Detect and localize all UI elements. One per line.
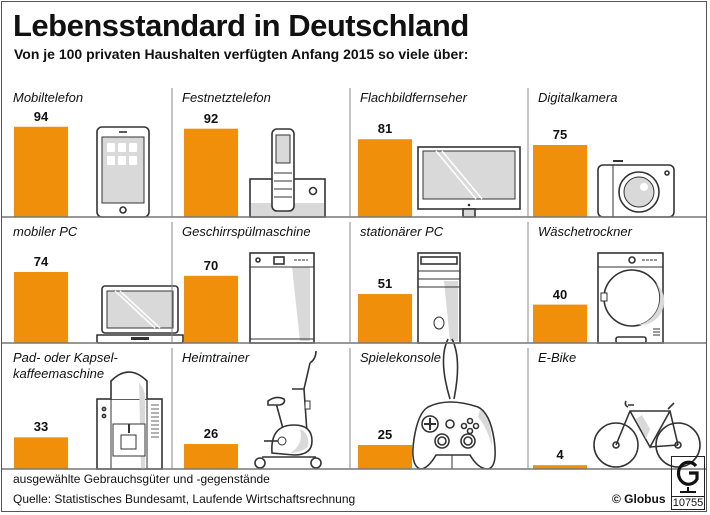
logo-number: 10755 [672, 496, 704, 509]
value-label: 51 [377, 276, 393, 292]
bar [358, 294, 412, 343]
panel-label: Mobiltelefon [13, 90, 84, 105]
panel-0 [14, 126, 150, 218]
panel-label: Wäschetrockner [538, 224, 632, 239]
bar [358, 445, 412, 469]
bar [533, 145, 587, 217]
laptop-icon [96, 285, 184, 344]
panel-label: Geschirrspülmaschine [182, 224, 311, 239]
value-label: 4 [556, 447, 564, 463]
footer-note: ausgewählte Gebrauchsgüter und -gegenstä… [13, 472, 270, 486]
smartphone-icon [96, 126, 150, 218]
panel-6 [358, 252, 461, 344]
bar [358, 139, 412, 217]
credit-text: © Globus [612, 492, 666, 506]
panel-label: Festnetztelefon [182, 90, 271, 105]
dishwasher-icon [249, 252, 315, 344]
dryer-icon [597, 252, 665, 344]
source-text: Quelle: Statistisches Bundesamt, Laufend… [13, 492, 356, 506]
panel-label: stationärer PC [360, 224, 444, 239]
value-label: 33 [33, 419, 49, 435]
flatscreen-tv-icon [417, 146, 521, 218]
value-label: 25 [377, 427, 393, 442]
panel-label: Spielekonsole [360, 350, 441, 365]
landline-phone-icon [249, 128, 326, 218]
panel-3 [533, 145, 675, 218]
value-label: 75 [552, 127, 568, 142]
desktop-tower-icon [417, 252, 461, 344]
panel-1 [184, 128, 326, 218]
panel-label: E-Bike [538, 350, 577, 365]
bar [14, 126, 68, 217]
panel-label: Flachbildfernseher [360, 90, 467, 105]
bar [533, 465, 587, 469]
panel-5 [184, 252, 315, 344]
bar [184, 275, 238, 343]
value-label: 26 [203, 426, 219, 442]
panel-label: Digitalkamera [538, 90, 618, 105]
panel-label: Pad- oder Kapsel- kaffeemaschine [13, 350, 118, 381]
value-label: 74 [33, 253, 49, 269]
value-label: 40 [552, 286, 568, 302]
value-label: 92 [203, 110, 219, 126]
bar [533, 304, 587, 343]
panel-8 [14, 371, 163, 470]
panel-2 [358, 139, 521, 218]
panel-9 [184, 350, 322, 469]
globus-g-icon [676, 460, 699, 493]
panel-label: Heimtrainer [182, 350, 250, 365]
value-label: 81 [377, 121, 393, 137]
value-label: 70 [203, 257, 219, 273]
value-label: 94 [33, 108, 49, 124]
panel-label: mobiler PC [13, 224, 78, 239]
bar [14, 271, 68, 343]
panel-4 [14, 271, 184, 344]
chart-subtitle: Von je 100 privaten Haushalten verfügten… [14, 46, 469, 62]
exercise-bike-icon [254, 350, 322, 469]
chart-title: Lebensstandard in Deutschland [13, 8, 469, 43]
digital-camera-icon [597, 160, 675, 218]
bar [14, 437, 68, 469]
globus-logo: 10755 [671, 456, 705, 510]
panel-7 [533, 252, 665, 344]
coffee-machine-icon [96, 371, 163, 470]
bar [184, 128, 238, 217]
e-bike-icon [593, 400, 701, 468]
bar [184, 444, 238, 469]
panel-11 [533, 400, 701, 469]
